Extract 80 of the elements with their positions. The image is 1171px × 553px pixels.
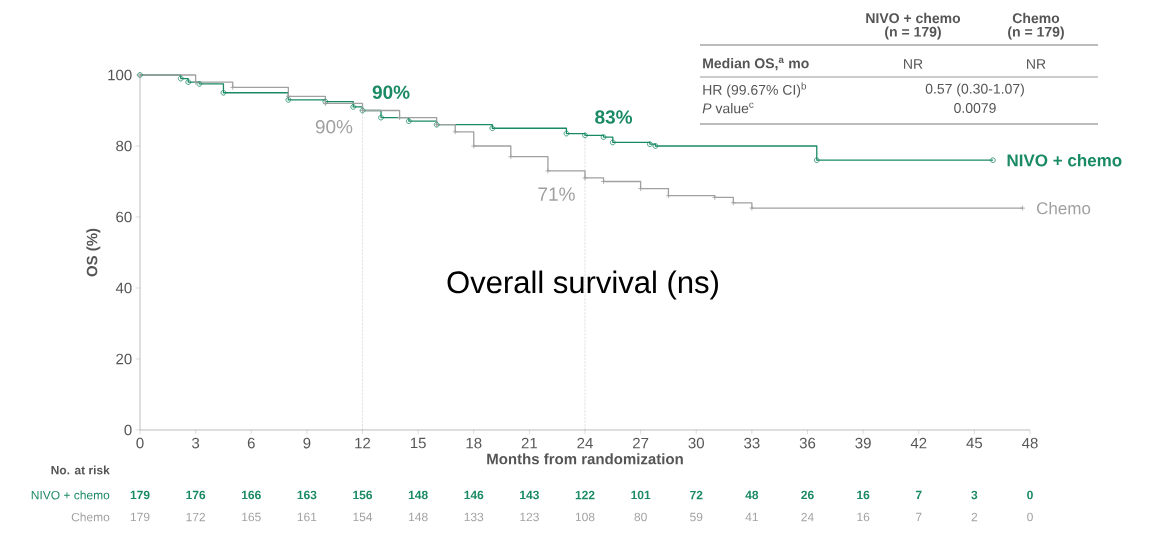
text: 161 [297, 512, 317, 522]
text: 123 [520, 512, 539, 522]
text: 122 [575, 490, 595, 500]
text: 0 [1027, 512, 1033, 522]
text: Chemo [71, 512, 110, 522]
x-tick-label: 39 [855, 437, 871, 449]
x-tick-label: 18 [466, 437, 482, 449]
text: 101 [631, 490, 651, 500]
text: 133 [464, 512, 484, 522]
text: 48 [745, 490, 759, 500]
text: 2 [971, 512, 978, 522]
text: 3 [971, 490, 978, 500]
text: 41 [745, 512, 758, 522]
text: 24 [801, 512, 814, 522]
y-tick-label: 0 [124, 424, 132, 436]
x-tick-label: 42 [910, 437, 927, 449]
x-tick-label: 48 [1022, 437, 1038, 449]
x-axis-title: Months from randomization [487, 453, 683, 465]
series-label: NIVO + chemo [1007, 153, 1122, 167]
text: NIVO + chemo [866, 12, 961, 24]
text: 148 [408, 490, 428, 500]
text: NR [904, 59, 923, 69]
text: 0 [1027, 490, 1033, 500]
x-tick-label: 27 [633, 437, 649, 449]
x-tick-label: 9 [303, 437, 311, 449]
y-tick-label: 80 [116, 140, 132, 152]
x-tick-label: 12 [355, 437, 371, 449]
x-tick-label: 3 [192, 437, 200, 449]
series-label: Chemo [1036, 201, 1091, 215]
x-tick-label: 45 [966, 437, 983, 449]
x-tick-label: 21 [521, 437, 537, 449]
annotation: HR (99.67% CI)$^{b}$ [703, 82, 807, 98]
text: 7 [916, 512, 922, 522]
x-tick-label: 0 [136, 437, 144, 449]
y-tick-label: 60 [116, 211, 132, 223]
text: 165 [242, 512, 261, 522]
text: Chemo [1012, 12, 1060, 24]
text: 176 [186, 490, 206, 500]
annotation: 90% [315, 120, 353, 134]
text: (n = 179) [885, 26, 941, 40]
annotation: 0.0079 [954, 103, 996, 113]
text: NR [1027, 59, 1046, 69]
x-tick-label: 30 [688, 437, 704, 449]
text: 72 [690, 490, 703, 500]
x-tick-label: 15 [410, 437, 426, 449]
annotation: 83% [595, 110, 633, 124]
y-tick-label: 100 [108, 69, 132, 81]
annotation: 71% [538, 187, 575, 201]
annotation: 0.57 (0.30-1.07) [925, 83, 1024, 97]
text: 154 [353, 512, 373, 522]
text: NIVO + chemo [31, 490, 110, 500]
y-axis-title: OS (%) [86, 228, 101, 277]
text: 172 [186, 512, 206, 522]
y-tick-label: 40 [115, 282, 132, 294]
annotation: P value$^{c}$ [702, 102, 754, 114]
text: (n = 179) [1008, 26, 1064, 40]
text: 16 [857, 490, 870, 500]
text: 80 [634, 512, 647, 522]
text: 16 [857, 512, 870, 522]
text: 156 [353, 490, 373, 500]
text: 166 [242, 490, 261, 500]
text: 26 [801, 490, 814, 500]
text: 143 [520, 490, 539, 500]
text: 179 [130, 512, 150, 522]
text: 7 [915, 490, 922, 500]
text: 163 [297, 490, 317, 500]
text: 59 [690, 512, 703, 522]
annotation: 90% [372, 85, 410, 99]
text: 148 [409, 512, 428, 522]
x-tick-label: 6 [247, 437, 255, 449]
y-tick-label: 20 [116, 353, 132, 365]
text: No. at risk [51, 465, 110, 475]
x-tick-label: 24 [577, 437, 593, 449]
text: 108 [575, 512, 595, 522]
annotation: Overall survival (ns) [447, 270, 718, 300]
x-tick-label: 36 [799, 437, 816, 449]
x-tick-label: 33 [744, 437, 760, 449]
text: 146 [464, 490, 484, 500]
text: 179 [130, 490, 150, 500]
text: Median OS,$^{a}$ mo [703, 57, 809, 71]
